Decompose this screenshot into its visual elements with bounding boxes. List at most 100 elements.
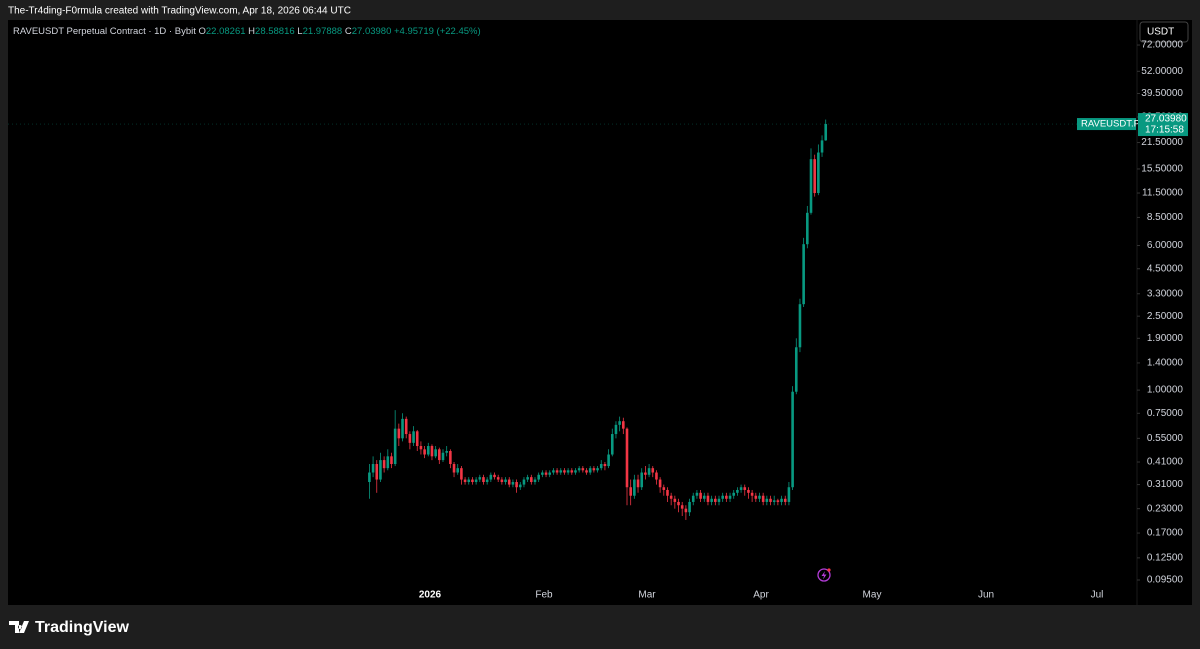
candle-body xyxy=(596,468,599,471)
candle xyxy=(379,452,382,483)
candle-body xyxy=(684,508,688,513)
candle xyxy=(574,468,577,475)
candle-body xyxy=(603,464,607,467)
footer-brand[interactable]: TradingView xyxy=(35,619,130,636)
candle-body xyxy=(449,451,452,465)
candle-body xyxy=(559,470,563,473)
candle-body xyxy=(721,495,724,499)
candle xyxy=(614,421,618,439)
candle-body xyxy=(691,495,695,502)
candle-body xyxy=(507,479,511,485)
candle xyxy=(765,495,769,506)
candle-body xyxy=(544,472,548,475)
candle-body xyxy=(382,460,386,469)
symbol-tag: RAVEUSDT.P xyxy=(1081,119,1140,130)
candle-body xyxy=(371,464,375,473)
candle xyxy=(824,119,828,141)
legend-close-label: C xyxy=(345,26,352,37)
candle-body xyxy=(574,470,577,473)
candle xyxy=(460,466,463,485)
candle xyxy=(673,495,677,509)
candle xyxy=(655,470,658,485)
candle xyxy=(662,484,666,496)
candle xyxy=(813,154,816,197)
candle-body xyxy=(379,460,382,480)
candle-body xyxy=(441,452,445,461)
candle-body xyxy=(622,421,625,429)
candle-body xyxy=(438,449,441,461)
candle xyxy=(596,466,599,473)
candle-body xyxy=(607,454,610,467)
candle xyxy=(559,468,563,475)
candle-body xyxy=(725,495,728,499)
candle-body xyxy=(530,477,533,483)
candle xyxy=(688,498,691,517)
candle xyxy=(817,144,820,196)
candle-body xyxy=(390,456,393,465)
candle-body xyxy=(644,472,647,475)
candle xyxy=(511,479,515,488)
candle xyxy=(644,466,647,480)
candle xyxy=(441,449,445,463)
candle-body xyxy=(750,492,754,496)
candle xyxy=(702,492,706,502)
candle-body xyxy=(533,479,537,483)
x-tick-label: Feb xyxy=(535,590,553,601)
candle xyxy=(736,487,739,496)
candle xyxy=(798,298,802,353)
candle-body xyxy=(758,495,761,499)
candle-body xyxy=(397,428,401,439)
candle-body xyxy=(581,468,585,471)
candle xyxy=(603,462,607,471)
candle-body xyxy=(445,451,448,453)
candle-body xyxy=(688,501,691,513)
candle xyxy=(618,416,621,432)
candle-body xyxy=(780,498,783,502)
candle xyxy=(695,489,699,499)
lightning-icon[interactable] xyxy=(817,568,831,582)
candle-body xyxy=(474,479,478,483)
x-tick-label: Apr xyxy=(753,590,769,601)
candle-body xyxy=(647,468,651,475)
y-tick-label: 72.00000 xyxy=(1141,40,1183,51)
candle-body xyxy=(651,468,655,473)
candle-body xyxy=(791,391,794,488)
candle xyxy=(518,482,522,490)
y-tick-label: 15.50000 xyxy=(1141,164,1183,175)
candle xyxy=(544,470,548,478)
candle xyxy=(489,472,493,483)
y-tick-label: 0.09500 xyxy=(1147,575,1184,586)
candle-body xyxy=(640,472,644,488)
candle xyxy=(684,505,688,520)
candle xyxy=(438,447,441,465)
candle xyxy=(714,495,717,506)
currency-label[interactable]: USDT xyxy=(1147,27,1174,38)
candle-body xyxy=(695,492,699,496)
price-tag-bg xyxy=(1138,113,1188,137)
candle xyxy=(566,468,570,475)
candle xyxy=(743,484,747,496)
y-tick-label: 1.00000 xyxy=(1147,385,1184,396)
candle-body xyxy=(478,477,482,480)
y-tick-label: 1.90000 xyxy=(1147,333,1184,344)
candle-body xyxy=(375,464,379,480)
currency-button[interactable] xyxy=(1139,21,1189,43)
candle-body xyxy=(714,498,717,502)
candle-body xyxy=(419,446,423,450)
candle-body xyxy=(824,124,828,141)
candle xyxy=(783,495,787,506)
candle-body xyxy=(368,472,371,483)
candle-body xyxy=(482,477,485,483)
candle-body xyxy=(408,434,412,443)
candle-body xyxy=(404,418,408,435)
candle-body xyxy=(393,428,397,465)
candle xyxy=(669,492,673,506)
candle xyxy=(375,460,379,493)
candle xyxy=(548,470,552,478)
x-tick-label: Mar xyxy=(638,590,656,601)
candle xyxy=(371,456,375,478)
candle-body xyxy=(669,495,673,499)
candle-body xyxy=(426,446,430,455)
candle-body xyxy=(754,495,758,499)
candle-body xyxy=(526,477,529,480)
